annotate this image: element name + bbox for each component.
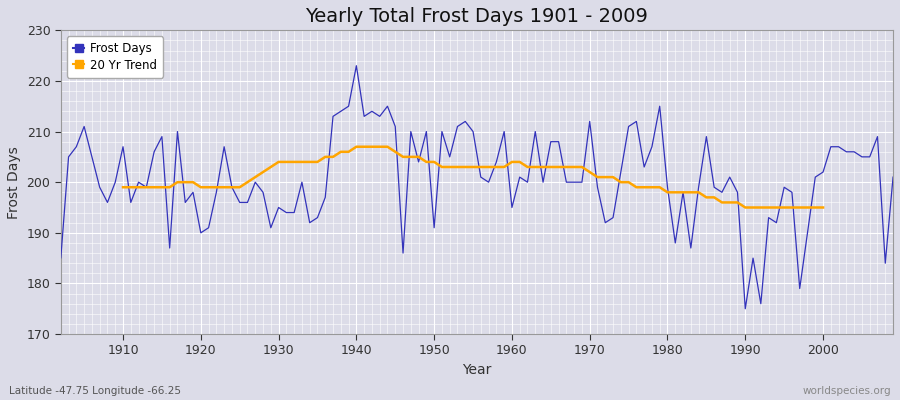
X-axis label: Year: Year xyxy=(463,363,491,377)
Title: Yearly Total Frost Days 1901 - 2009: Yearly Total Frost Days 1901 - 2009 xyxy=(305,7,648,26)
Y-axis label: Frost Days: Frost Days xyxy=(7,146,21,218)
Text: worldspecies.org: worldspecies.org xyxy=(803,386,891,396)
Text: Latitude -47.75 Longitude -66.25: Latitude -47.75 Longitude -66.25 xyxy=(9,386,181,396)
Legend: Frost Days, 20 Yr Trend: Frost Days, 20 Yr Trend xyxy=(67,36,163,78)
